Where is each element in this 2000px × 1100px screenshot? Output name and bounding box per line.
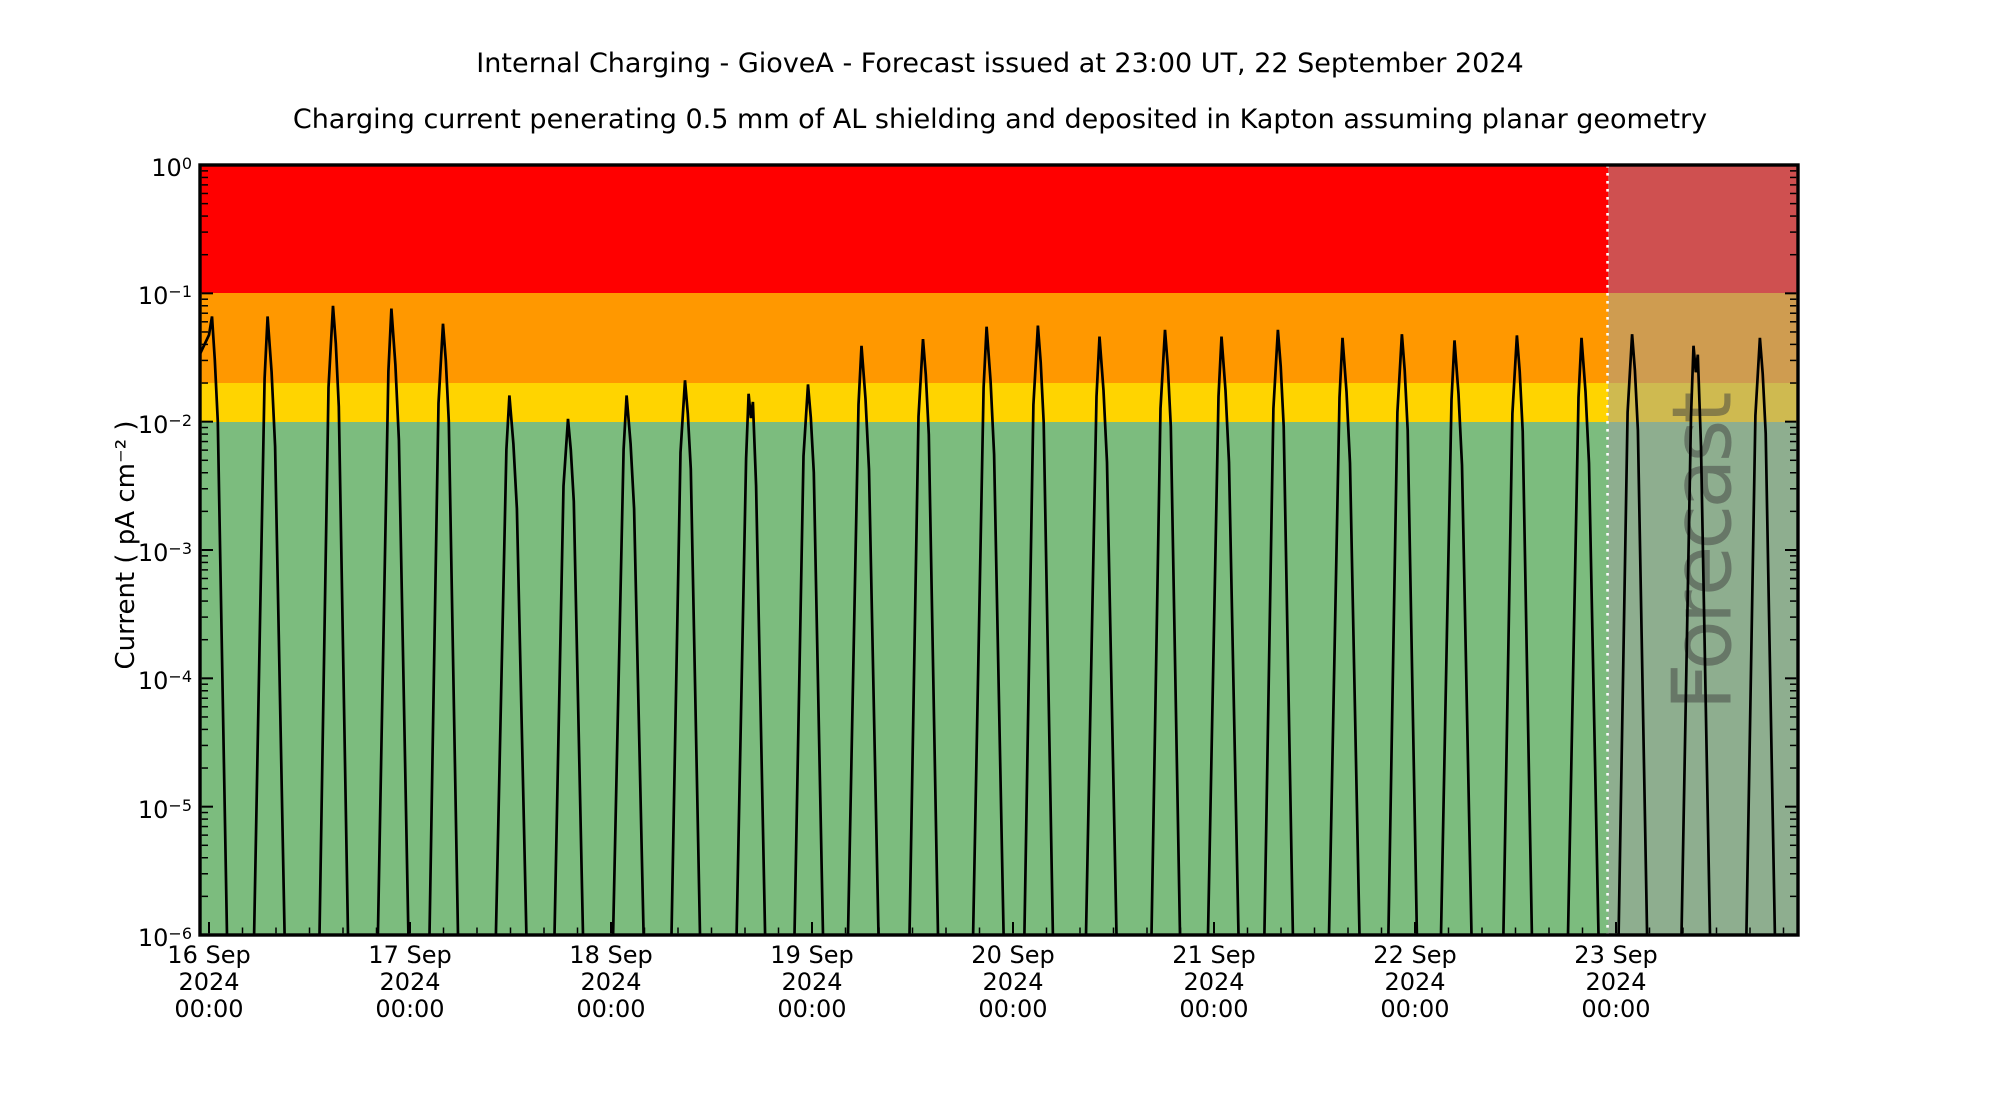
band-orange: [200, 293, 1798, 384]
chart-title: Internal Charging - GioveA - Forecast is…: [476, 48, 1524, 79]
x-tick-label-22-sep: 22 Sep 2024 00:00: [1373, 941, 1457, 1023]
band-yellow: [200, 383, 1798, 422]
x-tick-label-16-sep: 16 Sep 2024 00:00: [167, 941, 251, 1023]
y-tick-label-1e-3: 10−3: [137, 539, 192, 567]
chart-subtitle: Charging current penerating 0.5 mm of AL…: [292, 104, 1708, 135]
x-tick-label-20-sep: 20 Sep 2024 00:00: [971, 941, 1055, 1023]
plot-frame: [198, 163, 1800, 937]
axis-ticks: [201, 164, 1797, 936]
y-tick-label-1e-2: 10−2: [137, 410, 192, 439]
charging-current-curve: [200, 305, 1777, 935]
band-red: [200, 165, 1798, 294]
y-tick-label-1e-4: 10−4: [137, 667, 192, 696]
x-tick-label-17-sep: 17 Sep 2024 00:00: [368, 941, 452, 1023]
x-tick-label-18-sep: 18 Sep 2024 00:00: [569, 941, 653, 1023]
y-tick-label-1e0: 100: [151, 154, 192, 182]
x-tick-label-21-sep: 21 Sep 2024 00:00: [1172, 941, 1256, 1023]
y-tick-label-1e-5: 10−5: [137, 795, 192, 824]
x-tick-label-19-sep: 19 Sep 2024 00:00: [770, 941, 854, 1023]
y-tick-label-1e-1: 10−1: [137, 282, 192, 311]
x-tick-label-23-sep: 23 Sep 2024 00:00: [1574, 941, 1658, 1023]
y-tick-label-1e-6: 10−6: [137, 924, 192, 952]
